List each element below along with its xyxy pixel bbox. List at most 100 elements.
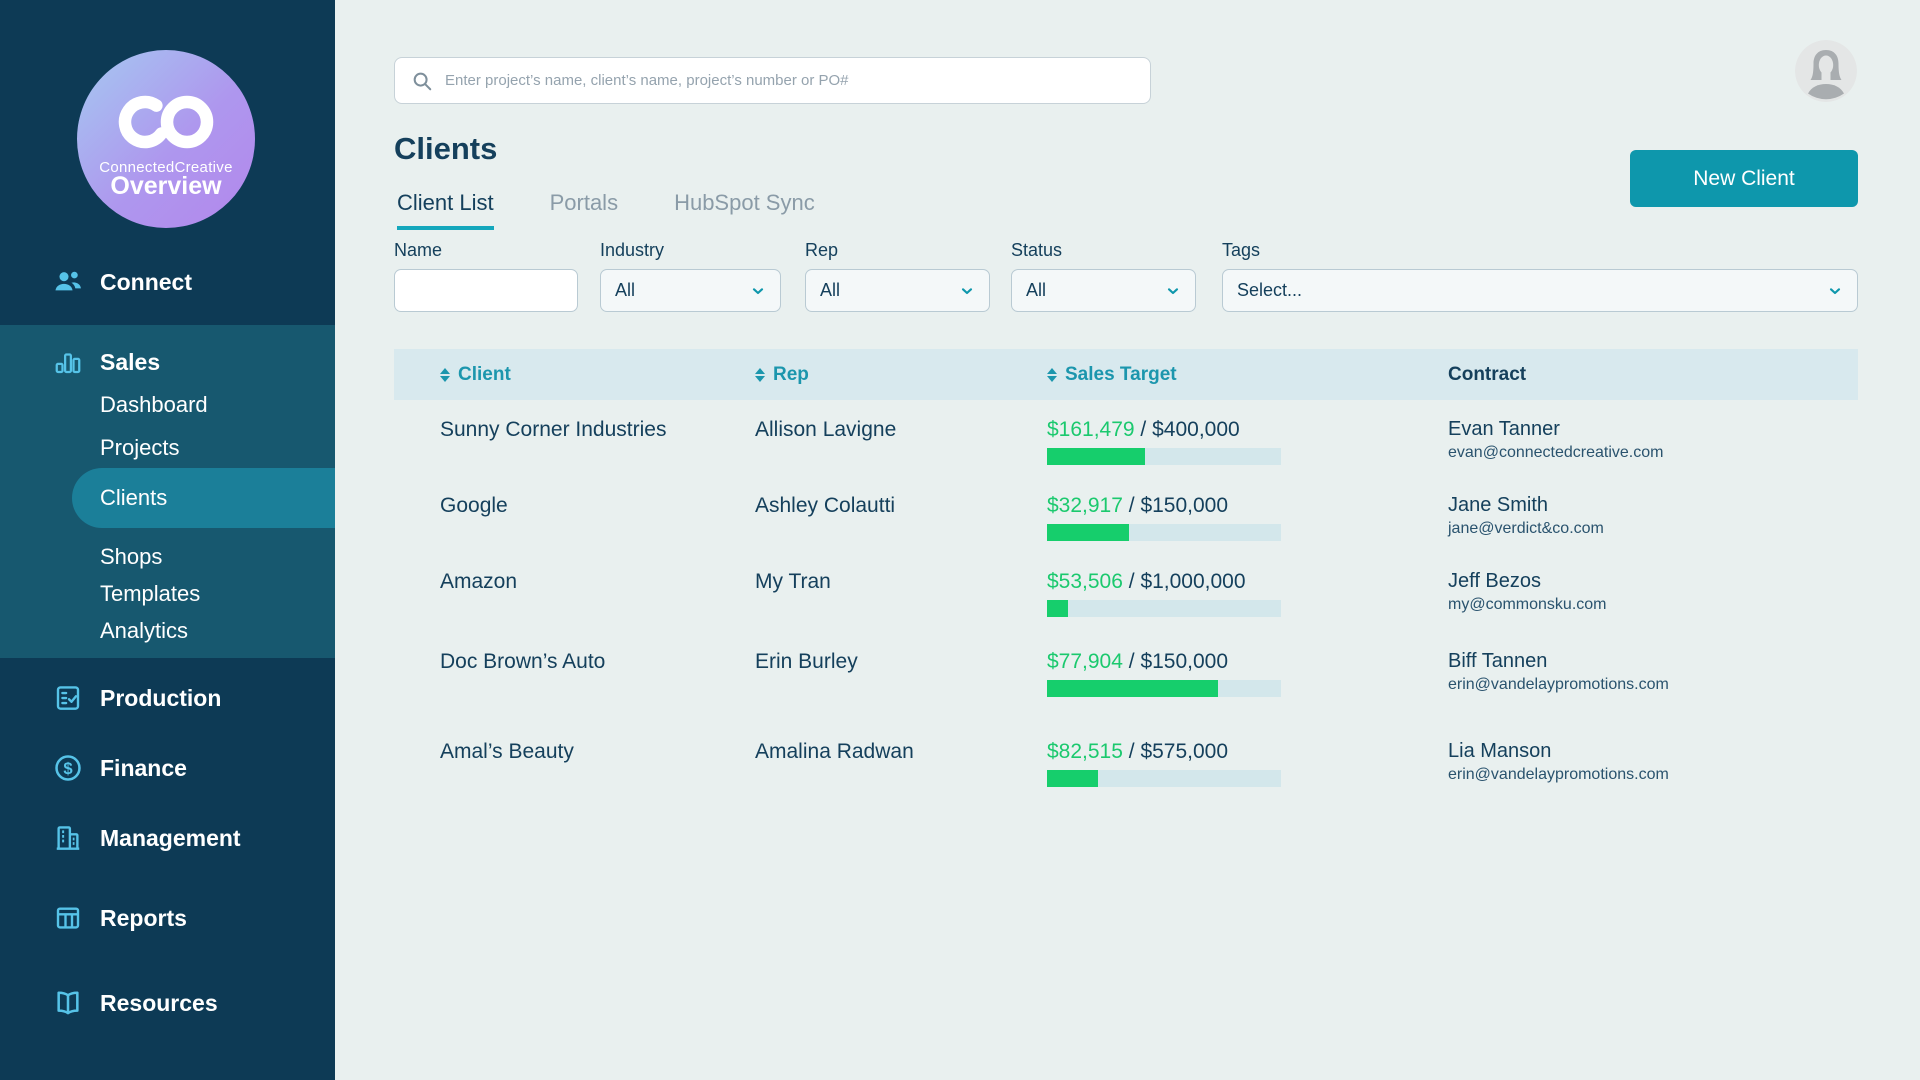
- table-row[interactable]: Doc Brown’s Auto Erin Burley $77,904 / $…: [394, 632, 1858, 722]
- svg-text:$: $: [63, 759, 73, 778]
- tab-bar: Client List Portals HubSpot Sync: [397, 190, 815, 230]
- tab-portals[interactable]: Portals: [549, 190, 619, 215]
- sidebar-item-analytics[interactable]: Analytics: [0, 609, 335, 653]
- table-row[interactable]: Google Ashley Colautti $32,917 / $150,00…: [394, 476, 1858, 552]
- new-client-button[interactable]: New Client: [1630, 150, 1858, 207]
- chevron-down-icon: [1167, 287, 1179, 294]
- app-logo[interactable]: ConnectedCreative Overview: [77, 50, 255, 228]
- sidebar-item-production[interactable]: Production: [0, 676, 335, 720]
- sales-target: $400,000: [1152, 418, 1240, 441]
- sales-target: $150,000: [1140, 650, 1229, 673]
- sidebar-item-resources[interactable]: Resources: [0, 981, 335, 1025]
- sidebar-item-sales[interactable]: Sales: [0, 340, 335, 384]
- filter-status-label: Status: [1011, 240, 1063, 260]
- sidebar-item-management[interactable]: Management: [0, 816, 335, 860]
- sidebar: ConnectedCreative Overview Connect: [0, 0, 335, 1080]
- sidebar-item-projects[interactable]: Projects: [0, 426, 335, 470]
- table-row[interactable]: Amazon My Tran $53,506 / $1,000,000 Jeff…: [394, 552, 1858, 632]
- sales-target: $575,000: [1140, 740, 1229, 763]
- page-title: Clients: [394, 131, 498, 166]
- people-icon: [52, 266, 84, 298]
- sort-icon: [1047, 367, 1057, 382]
- filter-tags-value: Select...: [1237, 280, 1303, 300]
- filter-status-select[interactable]: All: [1011, 269, 1196, 312]
- filter-rep-select[interactable]: All: [805, 269, 990, 312]
- sidebar-item-label: Clients: [100, 485, 168, 510]
- column-header-sales-target[interactable]: Sales Target: [1034, 364, 1448, 386]
- rep-name: Ashley Colautti: [755, 494, 896, 517]
- filter-tags-select[interactable]: Select...: [1222, 269, 1858, 312]
- filter-tags: Tags Select...: [1222, 240, 1858, 312]
- chevron-down-icon: [961, 287, 973, 294]
- contract-cell: Jane Smith jane@verdict&co.com: [1448, 494, 1858, 552]
- clients-table: Client Rep Sales Target Contract Sunny C…: [394, 349, 1858, 812]
- contact-name: Lia Manson: [1448, 740, 1552, 762]
- search-icon: [413, 72, 432, 90]
- logo-text: ConnectedCreative: [99, 159, 233, 176]
- table-row[interactable]: Sunny Corner Industries Allison Lavigne …: [394, 400, 1858, 476]
- rep-name: Erin Burley: [755, 650, 858, 673]
- contact-name: Jane Smith: [1448, 494, 1549, 516]
- user-avatar[interactable]: [1795, 40, 1857, 102]
- global-search: [394, 57, 1151, 104]
- contact-email: my@commonsku.com: [1448, 596, 1607, 613]
- filter-name-input[interactable]: [394, 269, 578, 312]
- tab-hubspot-sync[interactable]: HubSpot Sync: [674, 190, 815, 215]
- sidebar-item-reports[interactable]: Reports: [0, 896, 335, 940]
- sidebar-active-item-pill: [72, 468, 335, 528]
- filter-industry-select[interactable]: All: [600, 269, 781, 312]
- sort-icon: [440, 367, 450, 382]
- contract-cell: Evan Tanner evan@connectedcreative.com: [1448, 418, 1858, 476]
- column-label: Sales Target: [1065, 363, 1177, 385]
- column-label: Contract: [1448, 363, 1527, 385]
- sort-icon: [755, 367, 765, 382]
- filter-rep: Rep All: [805, 240, 990, 312]
- open-book-icon: [52, 987, 84, 1019]
- sidebar-item-dashboard[interactable]: Dashboard: [0, 383, 335, 427]
- contract-cell: Lia Manson erin@vandelaypromotions.com: [1448, 740, 1858, 812]
- sales-current: $82,515: [1047, 740, 1123, 763]
- sidebar-item-connect[interactable]: Connect: [0, 260, 335, 304]
- client-name[interactable]: Doc Brown’s Auto: [440, 650, 606, 673]
- contact-email: evan@connectedcreative.com: [1448, 444, 1664, 461]
- client-name[interactable]: Sunny Corner Industries: [440, 418, 667, 441]
- dollar-circle-icon: $: [52, 752, 84, 784]
- logo-overview-text: Overview: [110, 172, 222, 200]
- filter-rep-label: Rep: [805, 240, 839, 260]
- contact-name: Jeff Bezos: [1448, 570, 1542, 592]
- sidebar-item-clients[interactable]: Clients: [0, 476, 335, 520]
- sidebar-item-label: Sales: [100, 348, 161, 375]
- sidebar-item-label: Reports: [100, 904, 187, 931]
- filter-industry: Industry All: [600, 240, 781, 312]
- sales-current: $161,479: [1047, 418, 1135, 441]
- sidebar-item-label: Analytics: [100, 618, 189, 643]
- client-name[interactable]: Google: [440, 494, 508, 517]
- sidebar-item-shops[interactable]: Shops: [0, 535, 335, 579]
- sidebar-item-label: Projects: [100, 435, 180, 460]
- client-name[interactable]: Amazon: [440, 570, 518, 593]
- tab-client-list[interactable]: Client List: [397, 190, 494, 230]
- sales-target-cell: $32,917 / $150,000: [1034, 494, 1448, 552]
- sales-progress-bar: [1047, 770, 1281, 787]
- main-content: Clients Client List Portals HubSpot Sync…: [335, 0, 1920, 1080]
- filter-status-value: All: [1026, 280, 1047, 300]
- contact-email: erin@vandelaypromotions.com: [1448, 676, 1669, 693]
- column-header-rep[interactable]: Rep: [742, 364, 1034, 386]
- sidebar-item-templates[interactable]: Templates: [0, 572, 335, 616]
- filter-rep-value: All: [820, 280, 841, 300]
- sales-target-cell: $82,515 / $575,000: [1034, 740, 1448, 812]
- search-input[interactable]: [433, 58, 1150, 103]
- sales-target: $1,000,000: [1140, 570, 1246, 593]
- client-name[interactable]: Amal’s Beauty: [440, 740, 574, 763]
- column-header-client[interactable]: Client: [394, 364, 742, 386]
- sales-progress-bar: [1047, 524, 1281, 541]
- table-row[interactable]: Amal’s Beauty Amalina Radwan $82,515 / $…: [394, 722, 1858, 812]
- sales-current: $32,917: [1047, 494, 1123, 517]
- contact-email: erin@vandelaypromotions.com: [1448, 766, 1669, 783]
- rep-name: Allison Lavigne: [755, 418, 897, 441]
- sidebar-item-label: Finance: [100, 754, 187, 781]
- sales-target: $150,000: [1140, 494, 1229, 517]
- sidebar-item-finance[interactable]: $ Finance: [0, 746, 335, 790]
- sales-progress-bar: [1047, 448, 1281, 465]
- sidebar-item-label: Dashboard: [100, 392, 208, 417]
